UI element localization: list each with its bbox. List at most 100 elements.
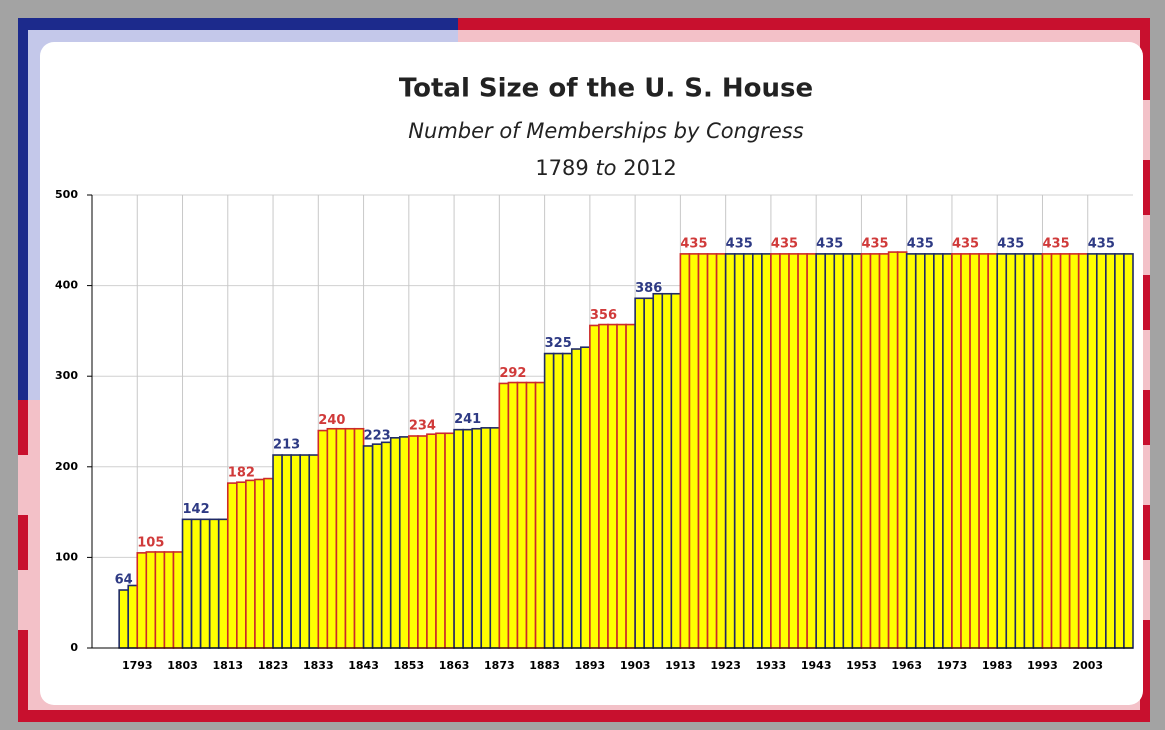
x-tick-label: 1873 xyxy=(484,659,515,672)
value-label: 241 xyxy=(454,412,481,427)
bar xyxy=(617,325,626,648)
bar xyxy=(481,428,490,648)
bar xyxy=(816,254,825,648)
period-from: 1789 xyxy=(535,156,588,180)
bar xyxy=(264,479,273,648)
x-tick-label: 1933 xyxy=(756,659,787,672)
bar xyxy=(988,254,997,648)
x-tick-label: 1993 xyxy=(1027,659,1058,672)
bar xyxy=(961,254,970,648)
bar xyxy=(689,254,698,648)
bar xyxy=(934,254,943,648)
bar xyxy=(436,433,445,648)
value-label: 142 xyxy=(183,502,210,517)
bar xyxy=(1070,254,1079,648)
bar xyxy=(508,383,517,648)
bar xyxy=(708,254,717,648)
chart-subtitle: Number of Memberships by Congress xyxy=(408,119,803,143)
period-to: 2012 xyxy=(623,156,676,180)
x-tick-label: 1823 xyxy=(258,659,289,672)
bar xyxy=(327,429,336,648)
value-label: 435 xyxy=(816,236,843,251)
y-tick-label: 0 xyxy=(70,641,78,654)
bar xyxy=(762,254,771,648)
bar xyxy=(137,553,146,648)
bar xyxy=(608,325,617,648)
bar xyxy=(255,479,264,648)
value-label: 435 xyxy=(952,236,979,251)
bar xyxy=(409,436,418,648)
bar xyxy=(626,325,635,648)
bar xyxy=(880,254,889,648)
bar xyxy=(852,254,861,648)
value-label: 234 xyxy=(409,418,436,433)
value-label: 325 xyxy=(545,336,572,351)
bar xyxy=(898,252,907,648)
bar xyxy=(1033,254,1042,648)
bar xyxy=(554,354,563,648)
bar xyxy=(1061,254,1070,648)
y-tick-label: 300 xyxy=(55,369,78,382)
value-label: 105 xyxy=(137,535,164,550)
value-label: 435 xyxy=(726,236,753,251)
bar xyxy=(735,254,744,648)
bar xyxy=(952,254,961,648)
bar xyxy=(164,552,173,648)
bar xyxy=(318,431,327,648)
bar xyxy=(970,254,979,648)
x-tick-label: 1923 xyxy=(710,659,741,672)
bar xyxy=(499,383,508,648)
bar xyxy=(834,254,843,648)
bar xyxy=(717,254,726,648)
x-tick-label: 1853 xyxy=(394,659,425,672)
bar xyxy=(1024,254,1033,648)
bar xyxy=(662,294,671,648)
x-tick-label: 1903 xyxy=(620,659,651,672)
bar xyxy=(201,519,210,648)
bar xyxy=(680,254,689,648)
bar xyxy=(1042,254,1051,648)
bar xyxy=(572,349,581,648)
bar xyxy=(653,294,662,648)
bar xyxy=(472,429,481,648)
bar xyxy=(635,298,644,648)
value-label: 182 xyxy=(228,466,255,481)
x-tick-label: 1863 xyxy=(439,659,470,672)
y-tick-label: 100 xyxy=(55,550,78,563)
x-tick-label: 1843 xyxy=(348,659,379,672)
bar xyxy=(744,254,753,648)
bar xyxy=(698,254,707,648)
bar xyxy=(427,434,436,648)
bar xyxy=(545,354,554,648)
bar xyxy=(807,254,816,648)
bar xyxy=(943,254,952,648)
chart: Total Size of the U. S. House Number of … xyxy=(0,0,1165,730)
bar xyxy=(391,438,400,648)
bar xyxy=(273,455,282,648)
bar xyxy=(517,383,526,648)
x-tick-label: 1953 xyxy=(846,659,877,672)
x-tick-label: 2003 xyxy=(1072,659,1103,672)
bar xyxy=(925,254,934,648)
page: {"chart_data": {"type": "bar", "title": … xyxy=(0,0,1165,730)
x-tick-label: 1913 xyxy=(665,659,696,672)
bar xyxy=(979,254,988,648)
value-label: 223 xyxy=(364,428,391,443)
bar xyxy=(527,383,536,648)
bar xyxy=(798,254,807,648)
bar xyxy=(907,254,916,648)
bar xyxy=(146,552,155,648)
bar xyxy=(237,482,246,648)
bar xyxy=(1124,254,1133,648)
bar xyxy=(418,436,427,648)
bar xyxy=(1088,254,1097,648)
period-joiner: to xyxy=(595,156,616,180)
bar xyxy=(345,429,354,648)
value-label: 356 xyxy=(590,308,617,323)
period: 1789 to 2012 xyxy=(535,156,676,180)
bar xyxy=(119,590,128,648)
bar xyxy=(246,480,255,648)
bar xyxy=(183,519,192,648)
value-label: 435 xyxy=(771,236,798,251)
x-tick-label: 1813 xyxy=(212,659,243,672)
